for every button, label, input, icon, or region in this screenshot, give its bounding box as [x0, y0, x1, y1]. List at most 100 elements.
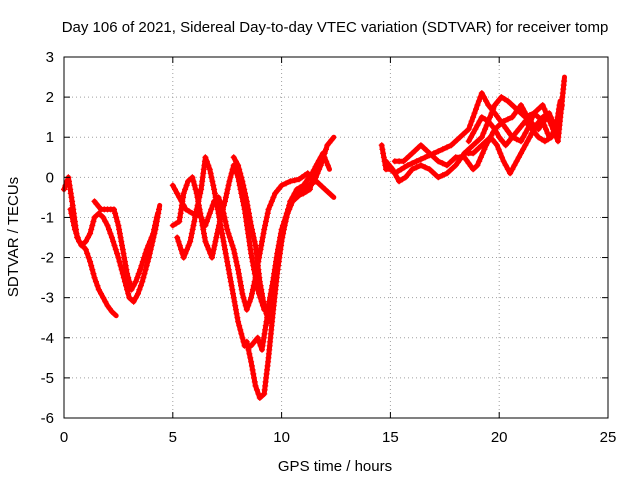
data-point-marker — [482, 126, 489, 133]
data-point-marker — [533, 112, 540, 119]
data-point-marker — [526, 134, 533, 141]
data-point-marker — [270, 194, 277, 201]
data-point-marker — [90, 218, 97, 225]
data-point-marker — [237, 170, 244, 177]
y-tick-label: 2 — [46, 89, 54, 106]
data-point-marker — [286, 206, 293, 213]
data-point-marker — [210, 182, 217, 189]
data-point-marker — [302, 185, 309, 191]
data-point-marker — [218, 226, 225, 233]
data-point-marker — [467, 122, 474, 129]
data-point-marker — [265, 206, 272, 213]
data-point-marker — [68, 210, 75, 217]
data-point-marker — [222, 250, 229, 257]
data-point-marker — [71, 222, 77, 229]
data-point-marker — [182, 250, 189, 257]
data-point-marker — [232, 158, 239, 165]
data-point-marker — [313, 178, 320, 185]
data-point-marker — [520, 146, 527, 153]
data-point-marker — [115, 254, 122, 261]
data-point-marker — [325, 189, 331, 195]
data-point-marker — [178, 246, 185, 253]
data-point-marker — [247, 354, 254, 361]
data-point-marker — [102, 218, 109, 225]
data-point-marker — [210, 246, 217, 253]
data-point-marker — [239, 290, 246, 297]
data-point-marker — [457, 134, 463, 141]
data-point-marker — [278, 238, 285, 245]
data-point-marker — [439, 160, 446, 167]
data-point-marker — [114, 250, 121, 257]
data-point-marker — [222, 194, 229, 201]
data-point-marker — [393, 174, 400, 181]
data-point-marker — [117, 234, 124, 241]
data-point-marker — [88, 226, 95, 233]
data-point-marker — [549, 130, 556, 137]
data-point-marker — [231, 298, 238, 305]
data-point-marker — [238, 174, 245, 181]
data-point-marker — [245, 346, 252, 353]
data-point-marker — [223, 190, 230, 197]
data-point-marker — [91, 274, 98, 281]
data-point-marker — [198, 214, 205, 221]
data-point-marker — [176, 242, 183, 249]
data-point-marker — [235, 270, 242, 277]
data-point-marker — [509, 166, 516, 173]
data-point-marker — [227, 274, 234, 281]
data-point-marker — [187, 238, 194, 245]
data-point-marker — [267, 202, 274, 209]
data-point-marker — [209, 254, 215, 261]
data-point-marker — [118, 238, 125, 245]
data-point-marker — [488, 110, 495, 117]
data-point-marker — [282, 218, 289, 225]
data-point-marker — [256, 394, 263, 401]
data-point-marker — [138, 262, 145, 269]
data-point-marker — [212, 194, 219, 201]
data-point-marker — [206, 210, 213, 217]
data-point-marker — [500, 158, 507, 165]
data-point-marker — [216, 214, 223, 221]
data-point-marker — [235, 266, 242, 273]
data-point-marker — [102, 298, 109, 305]
data-point-marker — [90, 270, 97, 277]
data-point-marker — [471, 110, 478, 117]
series-line — [383, 94, 565, 184]
data-point-marker — [280, 226, 287, 233]
data-point-marker — [451, 139, 458, 146]
data-point-marker — [319, 150, 326, 157]
data-point-marker — [227, 278, 234, 285]
data-point-marker — [551, 126, 557, 133]
data-point-marker — [211, 242, 218, 249]
data-point-marker — [248, 222, 255, 229]
data-point-marker — [507, 170, 514, 177]
data-point-marker — [224, 186, 231, 193]
data-point-marker — [246, 210, 252, 217]
data-point-marker — [439, 146, 446, 153]
data-point-marker — [203, 158, 210, 165]
x-tick-label: 15 — [382, 429, 399, 446]
data-point-marker — [248, 294, 255, 301]
data-point-marker — [185, 178, 191, 185]
data-point-marker — [241, 186, 248, 193]
data-point-marker — [502, 162, 509, 169]
data-point-marker — [309, 180, 316, 187]
data-point-marker — [389, 166, 396, 173]
data-point-marker — [258, 242, 265, 249]
data-point-marker — [189, 226, 196, 233]
data-point-marker — [233, 310, 240, 317]
data-point-marker — [309, 170, 316, 177]
data-point-marker — [316, 181, 323, 187]
data-point-marker — [504, 98, 511, 105]
data-point-marker — [435, 174, 442, 181]
data-point-marker — [260, 230, 267, 237]
data-point-marker — [94, 282, 101, 289]
data-point-marker — [207, 170, 214, 177]
data-point-marker — [212, 238, 219, 245]
data-point-marker — [470, 166, 477, 173]
data-point-marker — [495, 146, 502, 153]
data-point-marker — [197, 190, 204, 197]
data-point-marker — [544, 130, 551, 137]
data-point-marker — [222, 218, 229, 225]
data-point-marker — [429, 169, 436, 175]
